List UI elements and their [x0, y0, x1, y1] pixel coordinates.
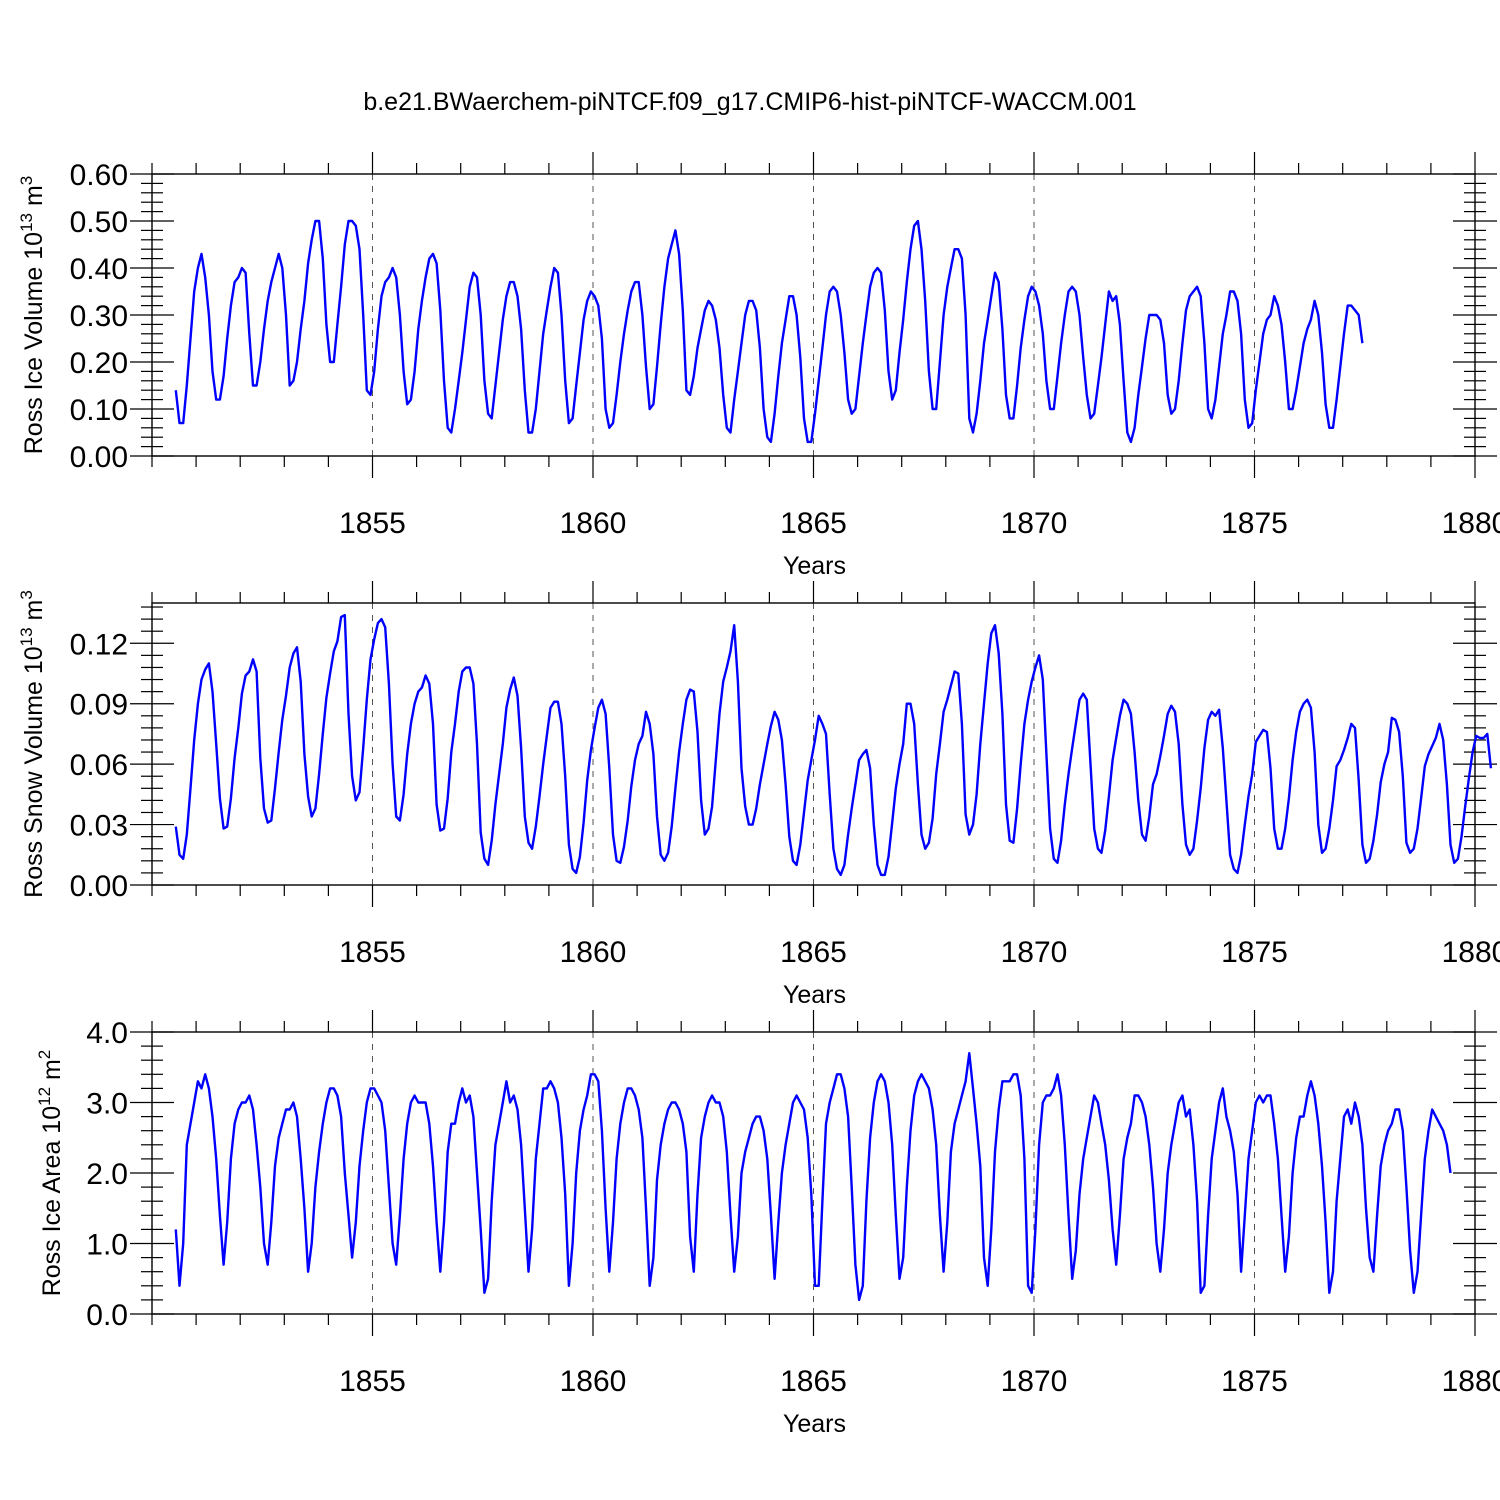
- series-line: [174, 1051, 1452, 1302]
- x-tick-label: 1870: [1001, 1365, 1068, 1398]
- y-axis-title-text: Ross Ice Area 10: [38, 1106, 66, 1296]
- x-axis-title: Years: [783, 1410, 846, 1438]
- x-axis-title: Years: [783, 552, 846, 580]
- x-tick-label: 1860: [560, 936, 627, 969]
- x-tick-label: 1855: [339, 936, 406, 969]
- x-tick-label: 1875: [1221, 507, 1288, 540]
- x-tick-label: 1855: [339, 507, 406, 540]
- y-axis-title-exponent: 12: [35, 1087, 54, 1106]
- y-tick-label: 3.0: [86, 1088, 128, 1121]
- y-axis-title: Ross Ice Volume 1013 m3: [17, 176, 48, 455]
- panel-2: 1855 1860 1865 1870 1875 1880 Years 0.00 0.03 0.0…: [17, 581, 1500, 1009]
- y-tick-label: 0.00: [70, 870, 128, 903]
- x-tick-label: 1880: [1442, 936, 1500, 969]
- y-tick-label: 0.10: [70, 394, 128, 427]
- x-tick-label: 1860: [560, 507, 627, 540]
- x-tick-label: 1870: [1001, 936, 1068, 969]
- y-tick-label: 0.30: [70, 300, 128, 333]
- x-tick-label: 1855: [339, 1365, 406, 1398]
- x-tick-label: 1875: [1221, 936, 1288, 969]
- y-tick-label: 1.0: [86, 1229, 128, 1262]
- y-tick-label: 0.60: [70, 159, 128, 192]
- panel-3: 1855 1860 1865 1870 1875 1880 Years 0.0 1.0 2.0 3.…: [35, 1010, 1500, 1438]
- series-line: [174, 219, 1364, 444]
- x-tick-label: 1865: [780, 1365, 847, 1398]
- y-tick-label: 0.0: [86, 1299, 128, 1332]
- y-axis-title: Ross Ice Area 1012 m2: [35, 1050, 66, 1297]
- series-line: [174, 613, 1493, 877]
- y-axis-title-exponent: 3: [17, 176, 36, 185]
- y-axis-title-exponent: 13: [17, 213, 36, 232]
- y-tick-label: 0.12: [70, 628, 128, 661]
- x-tick-label: 1880: [1442, 507, 1500, 540]
- y-tick-label: 0.00: [70, 441, 128, 474]
- y-tick-label: 4.0: [86, 1017, 128, 1050]
- y-axis-title-text: m: [20, 600, 48, 628]
- x-tick-label: 1865: [780, 507, 847, 540]
- y-tick-label: 0.09: [70, 689, 128, 722]
- y-axis-title-exponent: 13: [17, 627, 36, 646]
- plot-frame: [151, 173, 1476, 457]
- y-tick-label: 0.20: [70, 347, 128, 380]
- x-axis-title: Years: [783, 981, 846, 1009]
- y-axis-title-exponent: 2: [35, 1050, 54, 1059]
- x-tick-label: 1865: [780, 936, 847, 969]
- panel-1: 1855 1860 1865 1870 1875 1880 Years 0.00 0.10 0.2…: [17, 152, 1500, 580]
- y-tick-label: 0.03: [70, 810, 128, 843]
- panels-group: 1855 1860 1865 1870 1875 1880 Years 0.00 0.10 0.2…: [17, 152, 1500, 1438]
- y-axis-title-text: m: [20, 185, 48, 213]
- y-tick-label: 0.50: [70, 206, 128, 239]
- y-axis-title-exponent: 3: [17, 590, 36, 599]
- x-tick-label: 1875: [1221, 1365, 1288, 1398]
- x-tick-label: 1860: [560, 1365, 627, 1398]
- y-tick-label: 2.0: [86, 1158, 128, 1191]
- x-tick-label: 1870: [1001, 507, 1068, 540]
- y-axis-title-text: Ross Snow Volume 10: [20, 646, 48, 898]
- x-tick-label: 1880: [1442, 1365, 1500, 1398]
- y-tick-label: 0.06: [70, 749, 128, 782]
- y-axis-title: Ross Snow Volume 1013 m3: [17, 590, 48, 898]
- y-axis-title-text: m: [38, 1059, 66, 1087]
- figure-title: b.e21.BWaerchem-piNTCF.f09_g17.CMIP6-his…: [363, 88, 1136, 116]
- y-axis-title-text: Ross Ice Volume 10: [20, 232, 48, 454]
- y-tick-label: 0.40: [70, 253, 128, 286]
